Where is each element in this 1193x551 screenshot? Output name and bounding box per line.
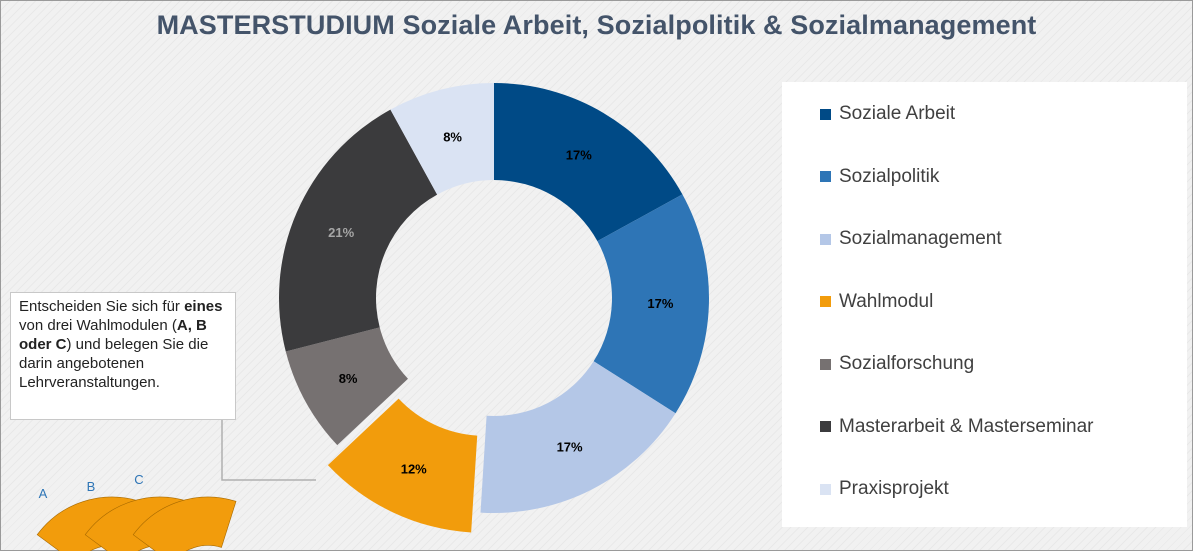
slice-sozialpolitik	[593, 194, 709, 414]
wahlmodul-a-label: A	[39, 486, 48, 501]
chart-title: MASTERSTUDIUM Soziale Arbeit, Sozialpoli…	[156, 10, 1037, 40]
legend-swatch	[820, 171, 831, 182]
legend-label: Sozialforschung	[839, 353, 975, 374]
legend-label: Sozialmanagement	[839, 228, 1002, 249]
legend-label: Wahlmodul	[839, 290, 934, 312]
data-label-sozialmanagement: 17%	[557, 439, 583, 454]
legend-swatch	[820, 483, 831, 495]
legend-item-sozialpolitik: Sozialpolitik	[820, 164, 939, 190]
legend-item-masterarbeit-und-masterseminar: Masterarbeit & Masterseminar	[820, 414, 1093, 440]
wahlmodul-c-label: C	[134, 472, 143, 487]
wahlmodul-c-shape	[132, 496, 237, 551]
wahlmodul-b-label: B	[87, 479, 96, 494]
data-label-sozialpolitik: 17%	[647, 296, 673, 311]
data-label-praxisprojekt: 8%	[443, 130, 462, 145]
callout-bold-1: eines	[184, 298, 223, 315]
legend-swatch	[820, 296, 831, 307]
callout-text-3: ) und belegen Sie die darin angebotenen …	[19, 336, 209, 391]
callout-text-2: von drei Wahlmodulen (	[19, 317, 177, 334]
slice-soziale-arbeit	[494, 83, 683, 242]
wahlmodul-callout: Entscheiden Sie sich für eines von drei …	[10, 292, 236, 420]
data-label-sozialforschung: 8%	[339, 371, 358, 386]
legend-item-sozialmanagement: Sozialmanagement	[820, 226, 1002, 252]
legend-label: Sozialpolitik	[839, 165, 940, 187]
slice-sozialforschung	[285, 327, 408, 446]
callout-bold-2: A, B oder C	[19, 317, 207, 353]
slice-sozialmanagement	[480, 361, 676, 513]
data-label-wahlmodul: 12%	[401, 462, 427, 477]
legend-label: Praxisprojekt	[839, 478, 949, 499]
legend-label: Soziale Arbeit	[839, 103, 956, 124]
legend-swatch	[820, 358, 831, 370]
callout-leader-line	[221, 420, 316, 481]
legend-item-sozialforschung: Sozialforschung	[820, 351, 974, 377]
data-label-masterarbeit-und-masterseminar: 21%	[328, 225, 354, 240]
legend-swatch	[820, 108, 831, 120]
legend-item-soziale-arbeit: Soziale Arbeit	[820, 101, 955, 127]
legend-swatch	[820, 421, 831, 432]
legend-label: Masterarbeit & Masterseminar	[839, 415, 1094, 437]
slice-praxisprojekt	[390, 83, 494, 195]
data-label-soziale-arbeit: 17%	[566, 148, 592, 163]
callout-text-1: Entscheiden Sie sich für	[19, 298, 180, 315]
legend-item-wahlmodul: Wahlmodul	[820, 289, 933, 315]
slice-masterarbeit-und-masterseminar	[278, 109, 438, 352]
slice-wahlmodul	[327, 398, 478, 533]
legend-item-praxisprojekt: Praxisprojekt	[820, 476, 949, 502]
chart-legend: Soziale Arbeit Sozialpolitik Sozialmanagem…	[782, 82, 1187, 527]
legend-swatch	[820, 233, 831, 245]
